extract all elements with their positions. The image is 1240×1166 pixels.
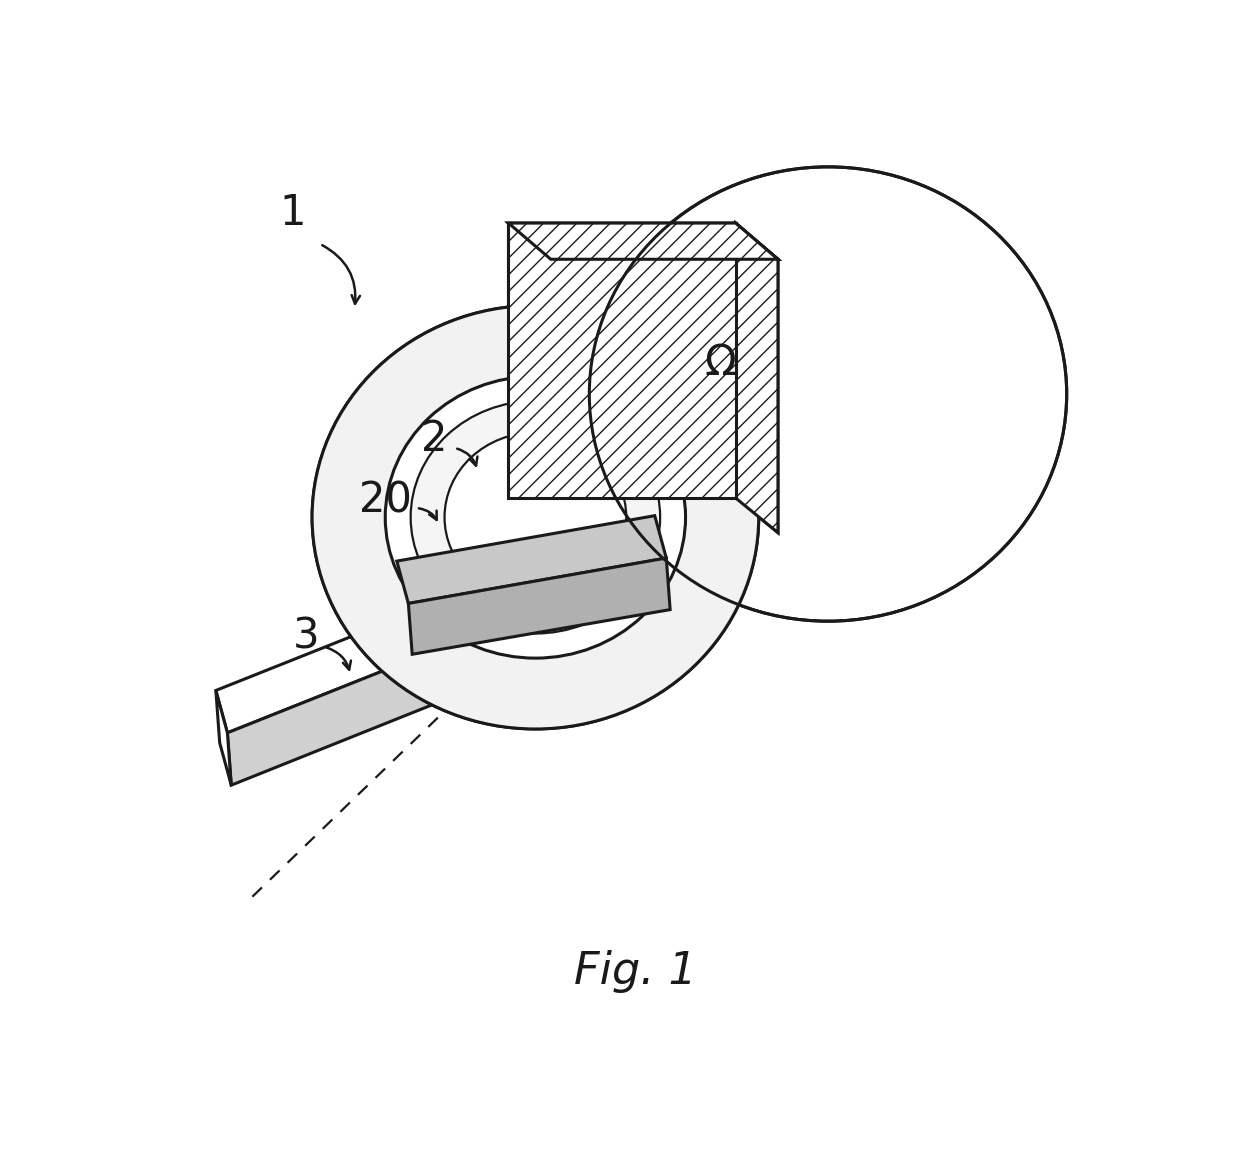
Polygon shape	[408, 559, 670, 654]
Polygon shape	[216, 690, 231, 785]
Text: 2: 2	[420, 417, 446, 459]
Text: $\Omega$: $\Omega$	[704, 342, 737, 385]
Polygon shape	[735, 223, 777, 533]
Polygon shape	[508, 223, 735, 498]
Polygon shape	[216, 515, 666, 732]
Ellipse shape	[312, 305, 759, 729]
Polygon shape	[508, 223, 777, 259]
Ellipse shape	[312, 305, 759, 729]
FancyArrowPatch shape	[322, 245, 360, 304]
FancyArrowPatch shape	[458, 449, 477, 465]
Ellipse shape	[386, 377, 686, 658]
Ellipse shape	[386, 377, 686, 658]
Ellipse shape	[444, 433, 626, 602]
FancyArrowPatch shape	[326, 647, 351, 669]
Ellipse shape	[589, 167, 1066, 621]
Polygon shape	[508, 223, 777, 259]
Ellipse shape	[410, 401, 660, 633]
Text: 3: 3	[293, 616, 319, 658]
Polygon shape	[508, 223, 735, 498]
FancyArrowPatch shape	[419, 508, 436, 520]
Ellipse shape	[444, 433, 626, 602]
Ellipse shape	[410, 401, 660, 633]
Text: Fig. 1: Fig. 1	[574, 950, 697, 993]
Text: 1: 1	[279, 192, 306, 234]
Polygon shape	[397, 515, 666, 604]
Polygon shape	[227, 559, 670, 785]
Text: 20: 20	[358, 479, 412, 521]
Polygon shape	[735, 223, 777, 533]
